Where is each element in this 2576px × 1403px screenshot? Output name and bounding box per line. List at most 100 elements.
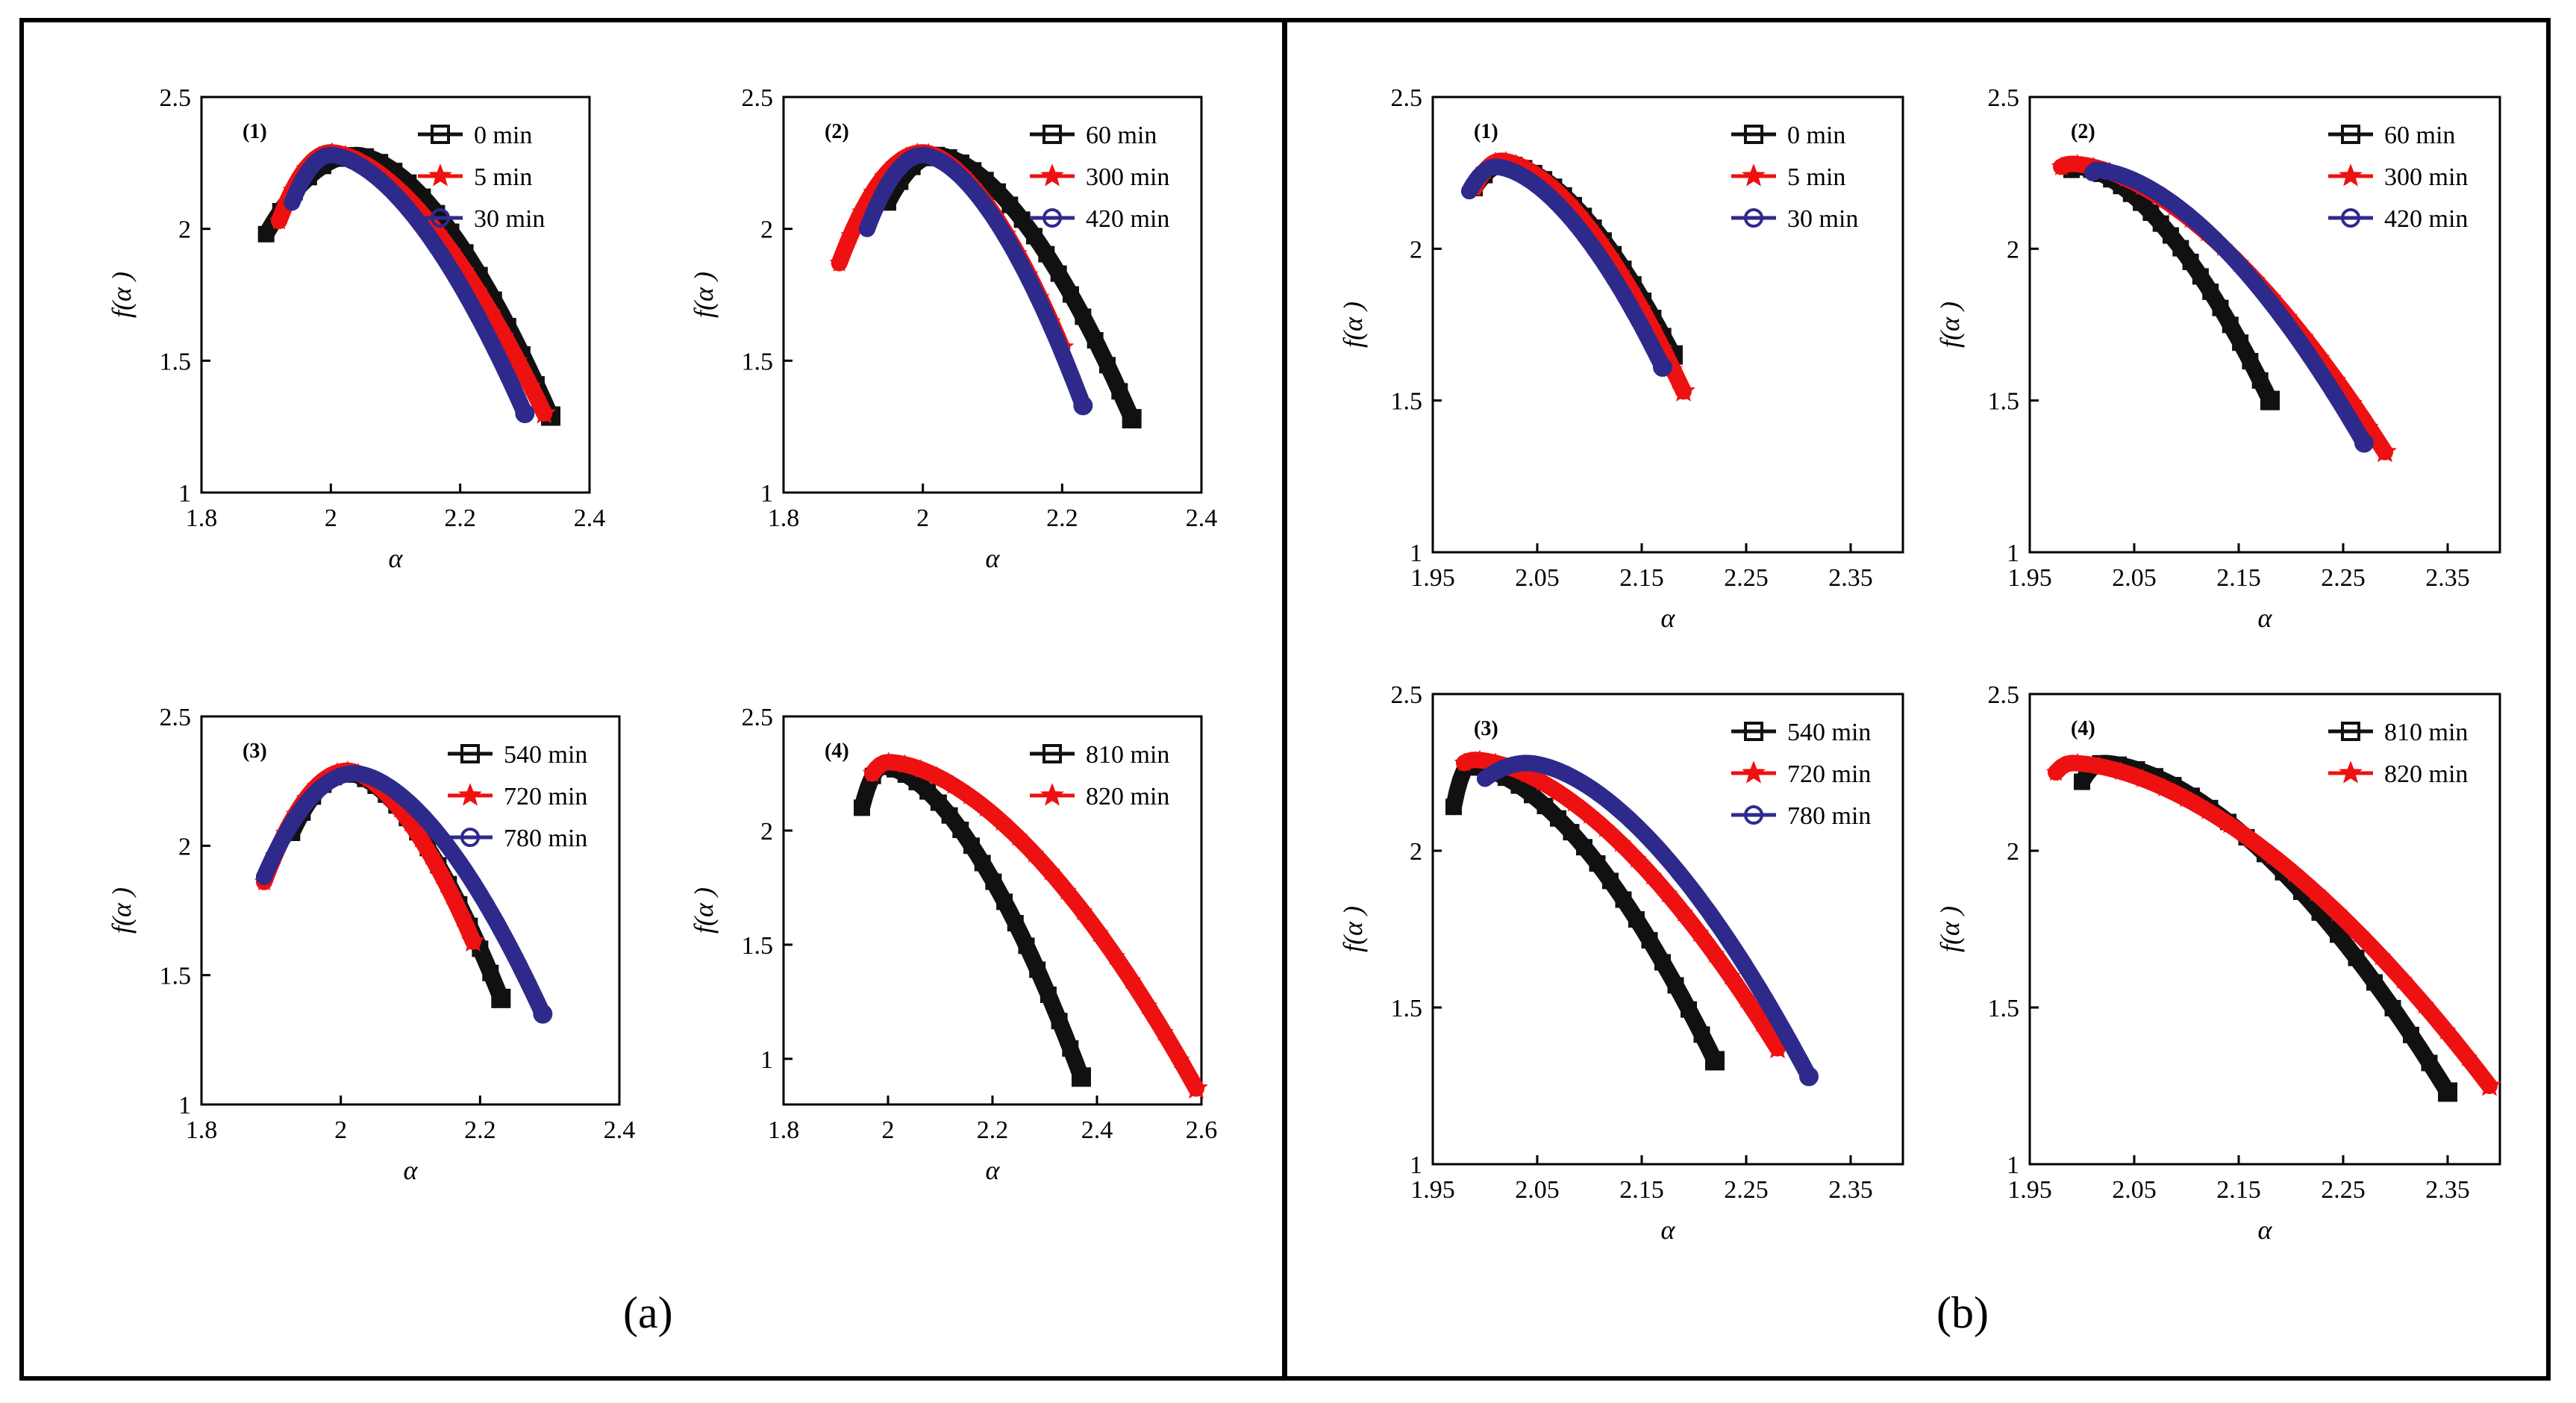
- chart-b3-data-point: [1445, 799, 1462, 816]
- chart-a1-xtick-label: 1.8: [186, 504, 218, 532]
- chart-b3-panel-number: (3): [1474, 717, 1498, 740]
- chart-a1-ytick-label: 2: [178, 216, 191, 244]
- chart-a3-data-point: [442, 885, 463, 904]
- chart-a3-ytick-label: 2: [178, 833, 191, 860]
- chart-b1-data-point: [1635, 321, 1652, 338]
- chart-b3-legend-marker-icon: [1742, 760, 1766, 784]
- chart-b4-data-point: [2045, 762, 2066, 781]
- chart-b3-data-point: [1751, 981, 1769, 999]
- chart-a1-data-point: [521, 375, 541, 396]
- chart-a4-data-point: [974, 854, 991, 872]
- chart-b2-legend-marker-icon: [2339, 163, 2363, 187]
- chart-a1-xtick-label: 2.2: [444, 504, 476, 532]
- chart-a1-data-point: [481, 302, 501, 322]
- chart-b4-legend-label: 810 min: [2384, 719, 2468, 746]
- chart-b4-data-point: [2132, 768, 2153, 788]
- chart-a4-data-point: [1007, 915, 1024, 932]
- chart-a1-data-point: [269, 210, 290, 230]
- chart-b2-data-point: [2179, 206, 2196, 223]
- chart-b1-legend-marker-icon: [1744, 208, 1763, 228]
- chart-a2-legend-marker: [1040, 163, 1064, 187]
- chart-b1-data-point: [1653, 357, 1672, 377]
- chart-b3-data-point: [1639, 828, 1655, 845]
- chart-a1-data-point: [504, 379, 522, 396]
- chart-a4-data-point: [895, 754, 915, 773]
- chart-a2-data-point: [1063, 369, 1081, 386]
- chart-b3-data-point: [1622, 812, 1639, 829]
- chart-b2-data-point: [2328, 390, 2345, 407]
- chart-a1-legend-marker-icon: [428, 163, 452, 187]
- chart-a4-data-point: [1105, 946, 1125, 966]
- chart-b2-legend-marker-icon: [2341, 125, 2360, 144]
- group-label-b: (b): [1936, 1288, 1989, 1337]
- chart-b3-data-point: [1525, 755, 1542, 772]
- chart-a3-data-point: [311, 780, 328, 797]
- chart-a1-legend-marker: [428, 163, 452, 187]
- chart-a4-data-point: [910, 758, 931, 778]
- chart-a2-data-point: [990, 183, 1006, 200]
- chart-a2-data-point: [945, 161, 962, 178]
- chart-b2-svg: 1.95 2.05 2.15 2.25 2.35 1 1.5 2 2.5 α f(α ) (2) 60 …: [1935, 84, 2501, 633]
- chart-b4-legend-marker-icon: [2341, 722, 2360, 741]
- chart-b2-data-point: [2142, 204, 2160, 222]
- chart-b1-data-point: [1489, 158, 1507, 175]
- chart-a4-data-point: [1072, 901, 1093, 921]
- chart-a2-plot-area: [782, 96, 1203, 494]
- chart-a3-xtick-label: 1.8: [186, 1116, 218, 1144]
- chart-a4-xlabel: α: [986, 1155, 1001, 1185]
- chart-a4-data-point: [1029, 961, 1046, 978]
- chart-a4-data-point: [1040, 861, 1061, 881]
- chart-a3-legend-label: 720 min: [504, 783, 587, 810]
- chart-b4-data-point: [2392, 969, 2413, 990]
- chart-a2-ytick-label: 1.5: [742, 348, 774, 375]
- chart-a4-legend-marker-icon: [1042, 744, 1062, 763]
- chart-b2-ylabel: f(α ): [1935, 301, 1965, 348]
- chart-a4-data-point: [878, 752, 899, 771]
- chart-a3-data-point: [451, 853, 468, 870]
- chart-a2-data-point: [1021, 271, 1037, 288]
- chart-b1-legend-marker: [1744, 125, 1763, 144]
- chart-b4-xtick-label: 2.25: [2321, 1176, 2366, 1204]
- chart-a3: 1.8 2 2.2 2.4 1 1.5 2 2.5 α f(α ) (3) 540 min 720 mi…: [107, 694, 635, 1202]
- chart-b1-data-point: [1606, 270, 1623, 287]
- chart-a3-data-point: [482, 964, 499, 981]
- chart-a2-data-point: [1013, 211, 1031, 228]
- chart-b2-data-point: [2301, 348, 2319, 365]
- chart-b4-data-point: [2421, 1054, 2438, 1072]
- chart-a3-data-point: [367, 770, 384, 787]
- chart-b3-xlabel: α: [1661, 1215, 1676, 1245]
- chart-b2-data-point: [2133, 194, 2150, 211]
- chart-b2-data-point: [2166, 196, 2183, 213]
- chart-a4-legend-label: 810 min: [1086, 741, 1169, 769]
- chart-b1-xtick-label: 2.35: [1828, 564, 1873, 592]
- chart-b2-legend-label: 60 min: [2384, 122, 2455, 149]
- chart-b3-data-point: [1703, 907, 1720, 925]
- chart-b2-data-point: [2354, 433, 2374, 453]
- chart-a3-data-point: [269, 839, 287, 856]
- chart-a2-data-point: [859, 220, 875, 237]
- chart-b3-data-point: [1574, 774, 1591, 791]
- chart-a3-data-point: [256, 868, 272, 885]
- chart-a2-legend-marker-icon: [1042, 125, 1062, 144]
- chart-b3-xtick-label: 2.25: [1724, 1176, 1769, 1204]
- chart-a2-legend-marker-icon: [1042, 208, 1062, 228]
- chart-a3-legend-marker: [460, 744, 480, 763]
- chart-a2-data-point: [1050, 265, 1067, 282]
- chart-b3-legend-marker-icon: [1744, 722, 1763, 741]
- chart-b3-data-point: [1719, 931, 1736, 948]
- chart-a3-data-point: [478, 897, 495, 914]
- chart-b1-legend-label: 30 min: [1787, 205, 1858, 233]
- chart-b1-data-point: [1499, 160, 1516, 178]
- chart-b2-data-point: [2152, 215, 2169, 232]
- chart-b1-xtick-label: 2.25: [1724, 564, 1769, 592]
- chart-b4-data-point: [2175, 788, 2196, 807]
- chart-b1-xlabel: α: [1661, 603, 1676, 633]
- chart-a1-data-point: [481, 331, 498, 348]
- chart-a2-ytick-label: 2.5: [742, 84, 774, 112]
- chart-a2-data-point: [880, 174, 897, 191]
- chart-a4-data-point: [943, 775, 963, 794]
- chart-b3-data-point: [1477, 770, 1493, 787]
- chart-b1: 1.95 2.05 2.15 2.25 2.35 1 1.5 2 2.5 α f(α ) (1) 0 m…: [1338, 75, 1910, 649]
- chart-a3-data-point: [423, 817, 440, 834]
- chart-a4-plot-area: [782, 715, 1203, 1106]
